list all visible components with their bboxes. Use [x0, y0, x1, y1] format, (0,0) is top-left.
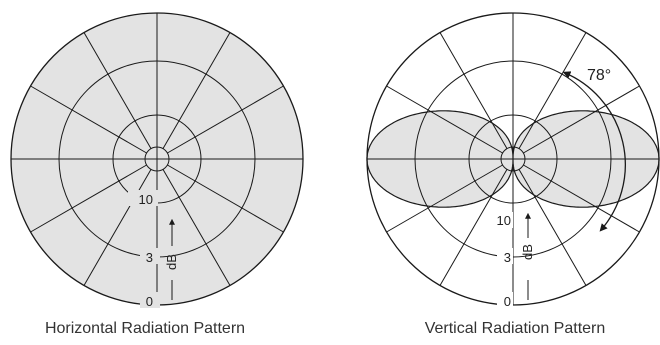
db-unit-label: dB	[520, 244, 535, 260]
grid-spoke-60	[518, 169, 587, 286]
grid-spoke-210	[30, 85, 147, 154]
grid-spoke-300	[162, 32, 231, 149]
horizontal-pattern-caption: Horizontal Radiation Pattern	[44, 320, 246, 337]
grid-spoke-150	[30, 164, 147, 233]
db-unit-label: dB	[164, 254, 179, 270]
grid-spoke-120	[439, 169, 508, 286]
horizontal-pattern-diagram: 10 3 0 dB	[10, 12, 304, 309]
ring-label-0: 0	[504, 294, 511, 309]
ring-label-3: 3	[504, 250, 511, 265]
grid-spoke-210	[386, 85, 503, 154]
grid-spoke-240	[439, 32, 508, 149]
vertical-pattern-caption: Vertical Radiation Pattern	[424, 320, 606, 337]
grid-spoke-120	[83, 169, 152, 286]
grid-spoke-150	[386, 164, 503, 233]
beamwidth-label: 78°	[587, 67, 611, 84]
ring-label-0: 0	[146, 294, 153, 309]
grid-spoke-30	[167, 164, 284, 233]
ring-label-10: 10	[497, 213, 511, 228]
ring-label-3: 3	[146, 250, 153, 265]
ring-label-10: 10	[139, 192, 153, 207]
vertical-pattern-diagram: 78° 10 3 0 dB	[366, 12, 660, 309]
grid-spoke-300	[518, 32, 587, 149]
grid-spoke-60	[162, 169, 231, 286]
beamwidth-arc	[562, 71, 626, 232]
grid-spoke-330	[167, 85, 284, 154]
grid-spoke-240	[83, 32, 152, 149]
